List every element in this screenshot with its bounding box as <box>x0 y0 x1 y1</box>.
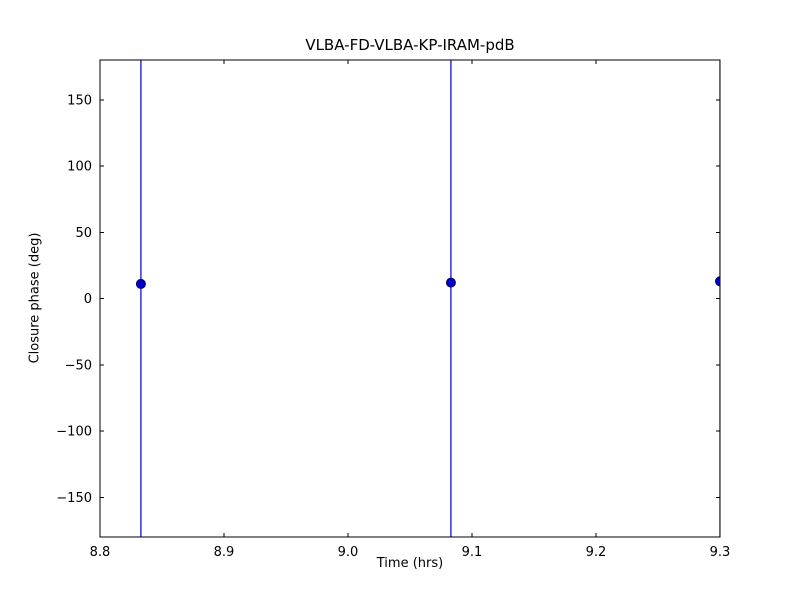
x-tick-label: 9.2 <box>586 545 607 560</box>
series-group <box>135 60 720 537</box>
x-tick-label: 8.9 <box>214 545 235 560</box>
y-tick-label: 150 <box>67 93 92 108</box>
x-tick-label: 9.3 <box>710 545 731 560</box>
axes-background <box>100 60 720 537</box>
y-tick-label: −50 <box>65 358 92 373</box>
y-tick-label: 50 <box>75 226 92 241</box>
data-point <box>135 278 146 289</box>
y-tick-label: 0 <box>84 292 92 307</box>
y-tick-label: −100 <box>56 425 92 440</box>
data-point <box>445 277 456 288</box>
chart-title: VLBA-FD-VLBA-KP-IRAM-pdB <box>305 36 515 54</box>
x-tick-label: 9.1 <box>462 545 483 560</box>
y-tick-label: 100 <box>67 160 92 175</box>
axes-frame <box>99 59 721 538</box>
x-axis-label: Time (hrs) <box>376 556 444 571</box>
data-point <box>715 276 720 287</box>
x-tick-label: 8.8 <box>90 545 111 560</box>
y-tick-label: −150 <box>56 491 92 506</box>
y-axis-label: Closure phase (deg) <box>27 232 43 364</box>
x-tick-label: 9.0 <box>338 545 359 560</box>
